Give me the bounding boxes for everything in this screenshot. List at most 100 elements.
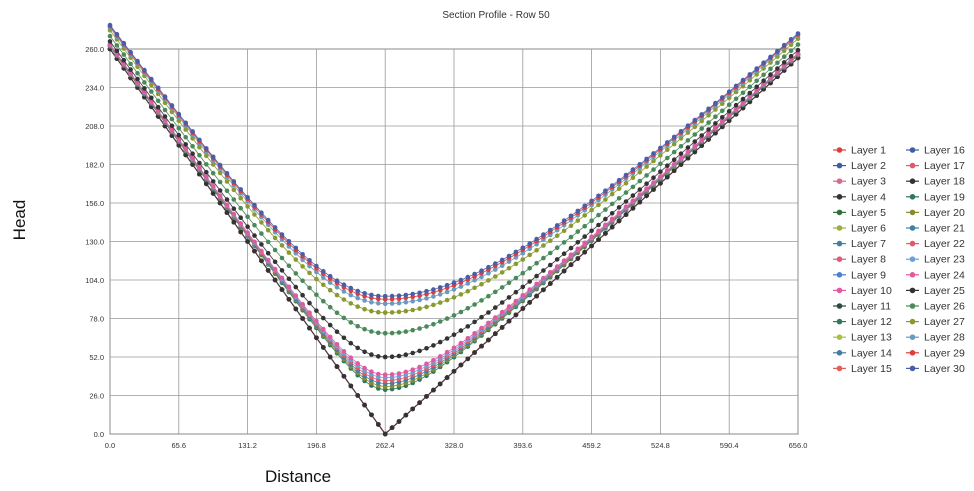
data-point (300, 316, 305, 321)
x-tick-label: 459.2 (582, 441, 601, 450)
data-point (444, 289, 450, 295)
data-point (162, 114, 168, 119)
legend-item: Layer 22 (906, 238, 965, 250)
data-point (410, 327, 416, 333)
data-point (541, 268, 546, 273)
data-point (341, 297, 347, 302)
data-point (637, 169, 643, 175)
data-point (389, 310, 395, 315)
data-point (706, 137, 711, 142)
data-point (506, 318, 512, 324)
data-point (596, 237, 601, 242)
legend-swatch-marker (836, 162, 843, 169)
y-tick-label: 52.0 (89, 353, 104, 362)
data-point (334, 278, 340, 284)
legend-swatch-marker (836, 272, 843, 278)
data-point (582, 223, 587, 229)
data-point (720, 118, 725, 124)
legend-label: Layer 3 (851, 176, 886, 188)
legend-swatch-marker (909, 240, 916, 247)
data-point (747, 78, 753, 83)
legend-swatch-marker (836, 256, 843, 263)
y-tick-label: 156.0 (85, 199, 104, 208)
data-point (204, 174, 209, 180)
data-point (541, 243, 546, 248)
data-point (321, 298, 326, 304)
data-point (568, 213, 574, 219)
data-point (437, 292, 443, 297)
data-point (658, 174, 663, 179)
data-point (286, 284, 292, 290)
data-point (327, 287, 333, 293)
data-point (609, 201, 615, 207)
data-point (114, 48, 120, 54)
data-point (176, 125, 182, 131)
data-point (493, 315, 498, 320)
data-point (417, 290, 422, 296)
data-point (389, 425, 395, 431)
data-point (541, 287, 546, 293)
data-point (265, 227, 271, 233)
data-point (231, 206, 237, 211)
data-point (726, 112, 732, 118)
data-point (210, 191, 216, 196)
data-point (458, 277, 464, 283)
data-point (300, 278, 305, 284)
data-point (286, 276, 292, 282)
data-point (169, 127, 175, 133)
data-point (486, 293, 491, 299)
data-point (142, 89, 147, 95)
data-point (582, 213, 587, 218)
data-point (396, 419, 402, 424)
data-point (575, 218, 581, 223)
data-point (355, 304, 361, 309)
data-point (678, 155, 684, 161)
data-point (259, 231, 264, 236)
data-point (788, 57, 794, 62)
data-point (376, 309, 381, 315)
legend-label: Layer 12 (851, 316, 892, 328)
data-point (355, 361, 361, 366)
data-point (678, 151, 684, 156)
data-point (513, 255, 519, 260)
data-point (678, 136, 684, 141)
data-point (658, 181, 663, 186)
x-tick-label: 0.0 (105, 441, 115, 450)
data-point (493, 267, 498, 272)
data-point (210, 183, 216, 189)
data-point (713, 130, 718, 136)
legend-item: Layer 13 (833, 332, 892, 344)
series-26 (107, 33, 801, 336)
data-point (431, 343, 436, 348)
data-point (499, 285, 505, 290)
data-point (513, 298, 519, 304)
data-point (169, 109, 175, 115)
legend-swatch-marker (909, 178, 916, 184)
x-tick-label: 524.8 (651, 441, 670, 450)
data-point (644, 164, 649, 169)
data-point (493, 331, 498, 337)
data-point (568, 223, 574, 228)
data-point (169, 116, 175, 122)
data-point (224, 197, 230, 202)
data-point (183, 127, 188, 132)
data-point (376, 371, 381, 377)
data-point (616, 205, 622, 210)
data-point (596, 212, 601, 218)
data-point (747, 72, 753, 77)
data-point (424, 361, 429, 367)
data-point (217, 188, 223, 193)
data-point (382, 372, 388, 378)
data-point (417, 297, 422, 303)
data-point (726, 95, 732, 101)
data-point (327, 334, 333, 340)
data-point (279, 275, 285, 281)
data-point (658, 145, 663, 151)
data-point (754, 84, 759, 90)
data-point (307, 263, 312, 269)
legend-label: Layer 11 (851, 301, 891, 313)
data-point (781, 63, 787, 68)
data-point (190, 136, 195, 141)
data-point (479, 268, 484, 274)
data-point (479, 343, 484, 349)
